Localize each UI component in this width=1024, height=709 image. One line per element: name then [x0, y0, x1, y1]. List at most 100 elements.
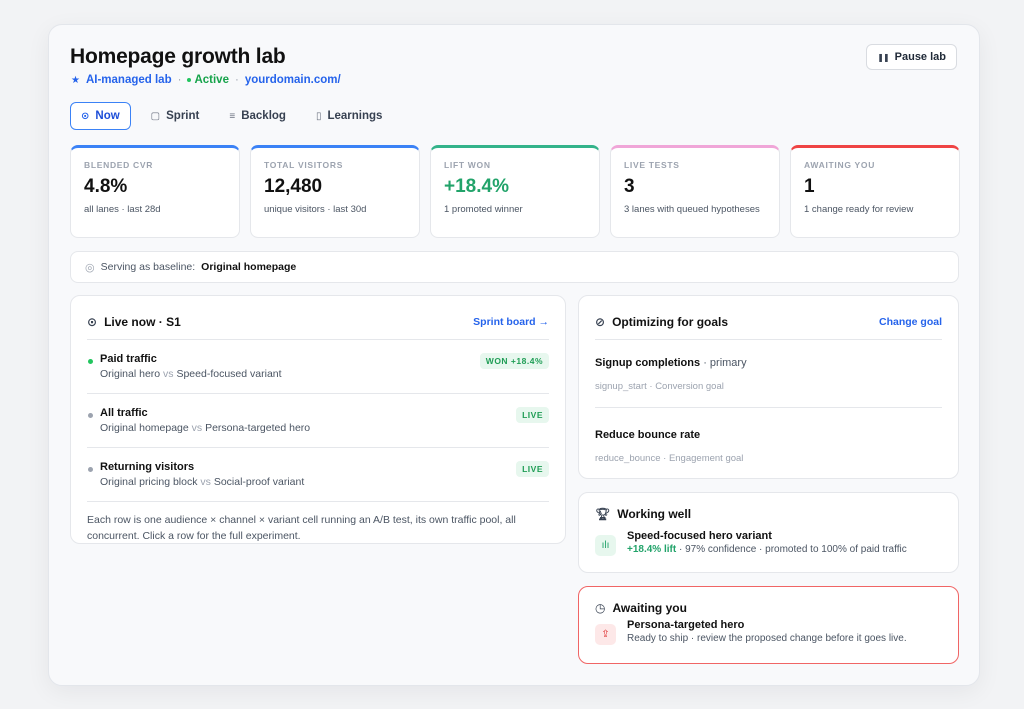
- tab-learnings[interactable]: ▯ Learnings: [306, 102, 392, 130]
- stat-label: TOTAL VISITORS: [264, 160, 344, 170]
- bar-chart-icon: ılı: [595, 535, 616, 556]
- separator: ·: [234, 74, 239, 86]
- goal-tag: · primary: [703, 357, 747, 369]
- row-variants: Original hero vs Speed-focused variant: [100, 368, 282, 380]
- item-detail: Ready to ship · review the proposed chan…: [627, 633, 907, 644]
- vs-label: vs: [191, 422, 203, 434]
- item-title: Persona-targeted hero: [627, 619, 745, 631]
- item-detail: +18.4% lift · 97% confidence · promoted …: [627, 544, 907, 555]
- upload-icon: ⇪: [595, 624, 616, 645]
- stat-value: 3: [624, 176, 635, 197]
- tab-label: Sprint: [166, 110, 200, 122]
- lift-value: +18.4% lift: [627, 544, 677, 555]
- row-title: All traffic: [100, 407, 148, 419]
- pause-icon: ❚❚: [877, 52, 889, 62]
- vs-label: vs: [200, 476, 211, 488]
- working-well-title-text: Working well: [617, 507, 692, 521]
- stat-sub: 1 change ready for review: [804, 204, 914, 215]
- variant-b: Persona-targeted hero: [205, 422, 311, 434]
- live-now-title-text: Live now · S1: [104, 314, 181, 329]
- stat-label: AWAITING YOU: [804, 160, 876, 170]
- status-badge: LIVE: [516, 461, 549, 477]
- awaiting-title: ◷ Awaiting you: [595, 601, 942, 615]
- detail-text: · 97% confidence · promoted to 100% of p…: [676, 544, 907, 555]
- goal-sub: signup_start · Conversion goal: [595, 381, 724, 392]
- tab-now[interactable]: ⊙ Now: [70, 102, 131, 130]
- goal-title: Reduce bounce rate: [595, 429, 701, 441]
- variant-b: Speed-focused variant: [176, 368, 282, 380]
- stat-value: 1: [804, 176, 815, 197]
- stat-value: 12,480: [264, 176, 323, 197]
- sprint-board-link[interactable]: Sprint board →: [473, 315, 549, 328]
- goal-item: Reduce bounce rate reduce_bounce · Engag…: [595, 408, 942, 464]
- baseline-icon: ◎: [85, 261, 95, 274]
- row-variants: Original homepage vs Persona-targeted he…: [100, 422, 310, 434]
- tab-label: Learnings: [327, 110, 383, 122]
- status-badge: LIVE: [516, 407, 549, 423]
- stat-live-tests: LIVE TESTS 3 3 lanes with queued hypothe…: [610, 145, 780, 238]
- live-now-footnote: Each row is one audience × channel × var…: [87, 514, 516, 543]
- lab-meta: ★ AI-managed lab · Active · yourdomain.c…: [71, 74, 341, 86]
- page-title: Homepage growth lab: [70, 45, 286, 68]
- status-dot-icon: [88, 359, 93, 364]
- experiment-row-all-traffic[interactable]: All traffic Original homepage vs Persona…: [87, 394, 549, 448]
- row-variants: Original pricing block vs Social-proof v…: [100, 476, 304, 488]
- status-badge: Active: [187, 74, 229, 86]
- variant-a: Original hero: [100, 368, 161, 380]
- check-circle-icon: ⊘: [595, 314, 606, 329]
- baseline-value: Original homepage: [201, 261, 297, 273]
- lab-panel: Homepage growth lab ★ AI-managed lab · A…: [48, 24, 980, 686]
- separator: ·: [177, 74, 182, 86]
- goals-card: ⊘ Optimizing for goals Change goal Signu…: [578, 295, 959, 479]
- awaiting-item[interactable]: ⇪ Persona-targeted hero Ready to ship · …: [595, 619, 942, 645]
- live-now-title: ⊙ Live now · S1: [87, 315, 181, 329]
- page-icon: ▯: [315, 110, 322, 122]
- stats-row: BLENDED CVR 4.8% all lanes · last 28d TO…: [70, 145, 960, 238]
- baseline-bar: ◎ Serving as baseline: Original homepage: [70, 251, 959, 283]
- awaiting-title-text: Awaiting you: [612, 601, 687, 615]
- working-well-item[interactable]: ılı Speed-focused hero variant +18.4% li…: [595, 530, 942, 556]
- row-title: Returning visitors: [100, 461, 195, 473]
- tab-label: Now: [95, 110, 120, 122]
- stat-label: LIFT WON: [444, 160, 491, 170]
- tab-label: Backlog: [241, 110, 286, 122]
- stat-lift-won: LIFT WON +18.4% 1 promoted winner: [430, 145, 600, 238]
- tab-bar: ⊙ Now ▢ Sprint ≡ Backlog ▯ Learnings: [70, 102, 392, 130]
- stat-label: BLENDED CVR: [84, 160, 154, 170]
- stat-sub: all lanes · last 28d: [84, 204, 161, 215]
- stat-label: LIVE TESTS: [624, 160, 680, 170]
- stat-value: +18.4%: [444, 176, 509, 197]
- goal-item: Signup completions · primary signup_star…: [595, 340, 942, 408]
- tab-sprint[interactable]: ▢ Sprint: [141, 102, 210, 130]
- baseline-label: Serving as baseline:: [100, 261, 196, 273]
- square-icon: ▢: [150, 110, 161, 122]
- row-title: Paid traffic: [100, 353, 157, 365]
- live-now-header: ⊙ Live now · S1 Sprint board →: [87, 304, 549, 340]
- variant-a: Original pricing block: [100, 476, 198, 488]
- experiment-row-paid-traffic[interactable]: Paid traffic Original hero vs Speed-focu…: [87, 340, 549, 394]
- goal-sub: reduce_bounce · Engagement goal: [595, 453, 744, 464]
- change-goal-link[interactable]: Change goal: [878, 315, 942, 328]
- stat-value: 4.8%: [84, 176, 128, 197]
- tab-backlog[interactable]: ≡ Backlog: [219, 102, 296, 130]
- target-icon: ⊙: [81, 110, 90, 122]
- item-title: Speed-focused hero variant: [627, 530, 772, 542]
- goal-title: Signup completions: [595, 357, 701, 369]
- pause-lab-button[interactable]: ❚❚ Pause lab: [866, 44, 957, 70]
- stat-sub: 1 promoted winner: [444, 204, 523, 215]
- experiment-row-returning-visitors[interactable]: Returning visitors Original pricing bloc…: [87, 448, 549, 502]
- variant-a: Original homepage: [100, 422, 189, 434]
- stat-sub: 3 lanes with queued hypotheses: [624, 204, 760, 215]
- vs-label: vs: [163, 368, 174, 380]
- clock-icon: ◷: [595, 601, 606, 615]
- status-dot-icon: [187, 77, 192, 82]
- stat-total-visitors: TOTAL VISITORS 12,480 unique visitors · …: [250, 145, 420, 238]
- variant-b: Social-proof variant: [213, 476, 305, 488]
- goals-title-text: Optimizing for goals: [612, 314, 729, 329]
- stat-sub: unique visitors · last 30d: [264, 204, 367, 215]
- awaiting-you-card: ◷ Awaiting you ⇪ Persona-targeted hero R…: [578, 586, 959, 664]
- goals-header: ⊘ Optimizing for goals Change goal: [595, 304, 942, 340]
- domain-link[interactable]: yourdomain.com/: [244, 74, 341, 86]
- goals-title: ⊘ Optimizing for goals: [595, 315, 728, 329]
- trophy-icon: 🏆︎: [595, 507, 611, 521]
